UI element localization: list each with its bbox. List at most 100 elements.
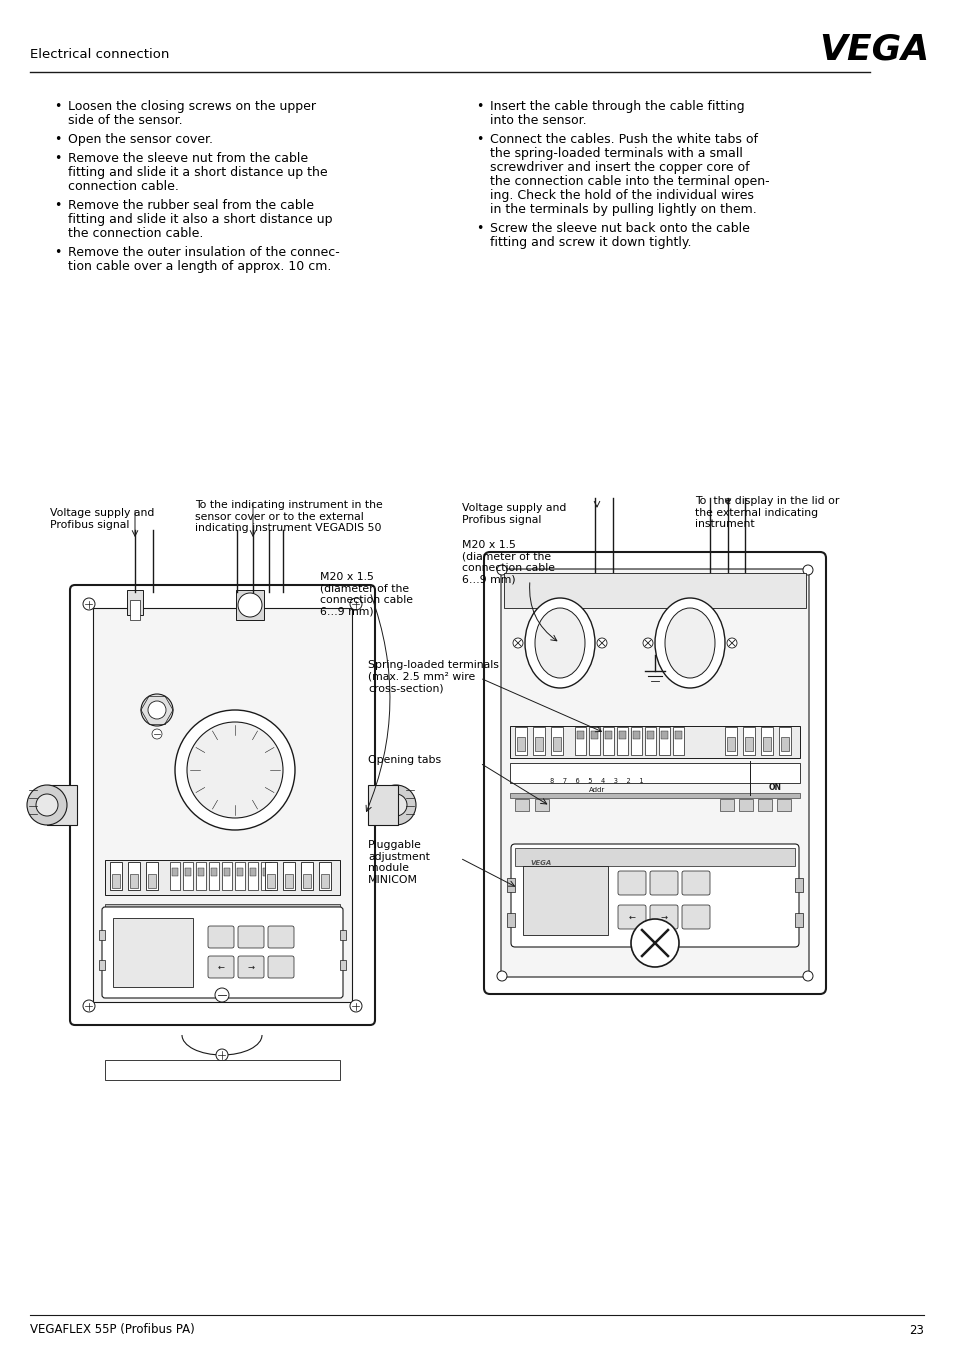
FancyBboxPatch shape	[208, 926, 233, 948]
Text: Voltage supply and
Profibus signal: Voltage supply and Profibus signal	[50, 508, 154, 529]
Bar	[320, 873, 329, 888]
Bar	[659, 727, 669, 756]
Text: •: •	[54, 199, 61, 213]
Bar	[602, 727, 614, 756]
Bar	[675, 731, 681, 739]
Bar	[510, 764, 800, 783]
Text: •: •	[476, 222, 483, 236]
Bar	[99, 960, 105, 969]
Bar	[588, 727, 599, 756]
Bar	[522, 867, 607, 936]
Circle shape	[237, 593, 262, 617]
Circle shape	[802, 565, 812, 575]
Bar	[551, 727, 562, 756]
Text: To the indicating instrument in the
sensor cover or to the external
indicating i: To the indicating instrument in the sens…	[194, 500, 382, 533]
Bar	[339, 960, 346, 969]
Text: Remove the rubber seal from the cable: Remove the rubber seal from the cable	[68, 199, 314, 213]
Bar	[517, 737, 524, 751]
Circle shape	[497, 971, 506, 982]
Bar	[742, 727, 754, 756]
Ellipse shape	[664, 608, 714, 678]
Bar	[506, 913, 515, 927]
Text: Open the sensor cover.: Open the sensor cover.	[68, 133, 213, 146]
Circle shape	[36, 793, 58, 816]
Circle shape	[148, 701, 166, 719]
Text: •: •	[476, 133, 483, 146]
Bar	[672, 727, 683, 756]
Bar	[148, 873, 156, 888]
Circle shape	[174, 709, 294, 830]
Bar	[760, 727, 772, 756]
Bar	[127, 590, 143, 615]
Circle shape	[385, 793, 407, 816]
Bar	[575, 727, 585, 756]
Circle shape	[513, 638, 522, 649]
Text: ←: ←	[217, 963, 224, 972]
Text: fitting and slide it also a short distance up: fitting and slide it also a short distan…	[68, 213, 333, 226]
Text: Insert the cable through the cable fitting: Insert the cable through the cable fitti…	[490, 100, 744, 112]
Text: 23: 23	[908, 1323, 923, 1336]
Bar	[644, 727, 656, 756]
Bar	[170, 862, 180, 890]
Text: •: •	[54, 100, 61, 112]
Circle shape	[350, 1001, 361, 1011]
Bar	[303, 873, 311, 888]
Text: To  the display in the lid or
the external indicating
instrument: To the display in the lid or the externa…	[695, 496, 839, 529]
Bar	[112, 918, 193, 987]
Bar	[726, 737, 734, 751]
Bar	[577, 731, 583, 739]
Bar	[224, 868, 230, 876]
Bar	[265, 862, 276, 890]
Bar	[617, 727, 627, 756]
Text: Voltage supply and
Profibus signal: Voltage supply and Profibus signal	[461, 502, 566, 524]
Text: side of the sensor.: side of the sensor.	[68, 114, 182, 127]
Circle shape	[214, 988, 229, 1002]
Bar	[47, 785, 77, 825]
Text: the connection cable into the terminal open-: the connection cable into the terminal o…	[490, 175, 769, 188]
FancyBboxPatch shape	[681, 904, 709, 929]
Bar	[234, 862, 245, 890]
Bar	[297, 910, 312, 922]
Bar	[779, 727, 790, 756]
Text: tion cable over a length of approx. 10 cm.: tion cable over a length of approx. 10 c…	[68, 260, 331, 274]
Bar	[130, 873, 138, 888]
Bar	[183, 862, 193, 890]
Bar	[260, 910, 274, 922]
Bar	[744, 737, 752, 751]
Bar	[515, 848, 794, 867]
Text: 8  7  6  5  4  3  2  1: 8 7 6 5 4 3 2 1	[550, 779, 643, 784]
Circle shape	[27, 785, 67, 825]
FancyBboxPatch shape	[268, 926, 294, 948]
FancyBboxPatch shape	[102, 907, 343, 998]
Bar	[222, 862, 232, 890]
Ellipse shape	[535, 608, 584, 678]
Text: Addr: Addr	[588, 787, 604, 793]
Bar	[211, 868, 216, 876]
FancyBboxPatch shape	[681, 871, 709, 895]
Text: in the terminals by pulling lightly on them.: in the terminals by pulling lightly on t…	[490, 203, 756, 217]
Bar	[105, 904, 339, 910]
Text: →: →	[247, 963, 254, 972]
Bar	[92, 608, 352, 1002]
Bar	[172, 868, 178, 876]
Text: →: →	[659, 913, 667, 922]
Ellipse shape	[655, 598, 724, 688]
Bar	[285, 873, 293, 888]
Bar	[794, 913, 802, 927]
Text: the connection cable.: the connection cable.	[68, 227, 203, 240]
Bar	[781, 737, 788, 751]
Circle shape	[215, 1049, 228, 1062]
FancyBboxPatch shape	[618, 871, 645, 895]
Bar	[198, 868, 204, 876]
Text: VEGAFLEX 55P (Profibus PA): VEGAFLEX 55P (Profibus PA)	[30, 1323, 194, 1336]
Text: M20 x 1.5
(diameter of the
connection cable
6…9 mm): M20 x 1.5 (diameter of the connection ca…	[461, 540, 555, 585]
Bar	[590, 731, 598, 739]
Bar	[112, 873, 120, 888]
Bar	[301, 862, 313, 890]
Text: Connect the cables. Push the white tabs of: Connect the cables. Push the white tabs …	[490, 133, 758, 146]
Circle shape	[350, 598, 361, 611]
Text: •: •	[54, 246, 61, 259]
Text: •: •	[54, 133, 61, 146]
Bar	[660, 731, 667, 739]
Bar	[250, 868, 255, 876]
